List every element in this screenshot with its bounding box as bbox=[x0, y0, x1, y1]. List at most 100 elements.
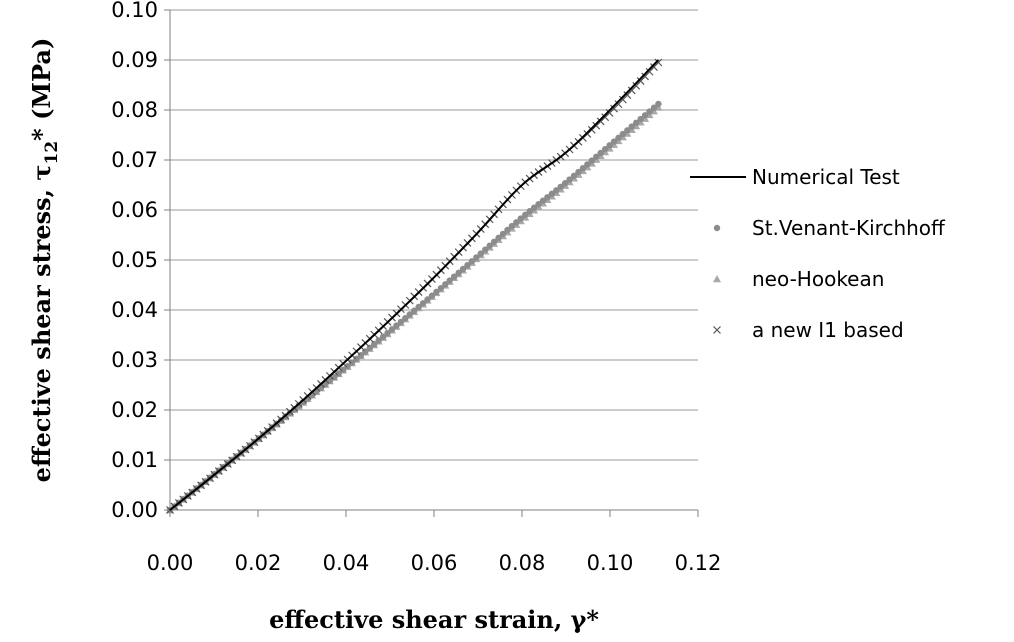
y-tick-label: 0.04 bbox=[111, 298, 158, 322]
series-marker bbox=[495, 234, 502, 242]
series-marker bbox=[433, 288, 440, 296]
series-line bbox=[169, 59, 660, 511]
series-marker bbox=[473, 254, 480, 261]
legend-label: neo-Hookean bbox=[752, 267, 884, 291]
x-tick-label: 0.06 bbox=[411, 551, 458, 575]
series-marker bbox=[544, 194, 551, 201]
series-marker bbox=[490, 238, 498, 245]
tick-labels: 0.00 0.01 0.02 0.03 0.04 0.05 0.06 0.07 0.08 0.09… bbox=[111, 0, 721, 575]
x-tick-label: 0.12 bbox=[675, 551, 722, 575]
series-marker bbox=[654, 58, 663, 67]
legend-item-a-new-i1-based: a new I1 based bbox=[713, 318, 904, 342]
series-marker bbox=[388, 326, 396, 333]
series-marker bbox=[406, 311, 413, 318]
legend-item-neo-hookean: neo-Hookean bbox=[713, 267, 884, 291]
y-axis-label-subscript: 12 bbox=[42, 141, 62, 165]
series-marker bbox=[397, 318, 405, 326]
series-marker bbox=[539, 197, 547, 204]
series-marker bbox=[344, 362, 351, 370]
legend-marker-swatch bbox=[713, 275, 721, 283]
series-marker bbox=[597, 149, 604, 157]
series-marker bbox=[477, 250, 484, 257]
series-marker bbox=[619, 130, 627, 138]
series-marker bbox=[561, 179, 569, 187]
series-marker bbox=[624, 127, 631, 134]
legend-item-numerical-test: Numerical Test bbox=[690, 165, 900, 189]
legend-marker-swatch-stroke bbox=[713, 326, 721, 334]
series-marker bbox=[482, 246, 489, 253]
series-marker bbox=[486, 242, 493, 249]
series-marker bbox=[339, 366, 347, 374]
series-marker bbox=[570, 172, 578, 179]
y-tick-label: 0.02 bbox=[111, 398, 158, 422]
series-marker bbox=[348, 359, 356, 366]
series-marker bbox=[584, 161, 591, 168]
series-marker bbox=[375, 337, 382, 344]
y-tick-label: 0.01 bbox=[111, 448, 158, 472]
x-tick-label: 0.02 bbox=[235, 551, 282, 575]
series-marker bbox=[535, 201, 542, 208]
series-marker bbox=[522, 211, 529, 219]
series-marker bbox=[393, 322, 400, 329]
x-tick-label: 0.08 bbox=[499, 551, 546, 575]
series-marker bbox=[557, 183, 564, 190]
y-tick-label: 0.00 bbox=[111, 498, 158, 522]
series-st-venant-kirchhoff bbox=[166, 100, 662, 514]
series-marker bbox=[575, 168, 582, 176]
series-layer bbox=[166, 58, 663, 514]
y-tick-label: 0.10 bbox=[111, 0, 158, 22]
x-tick-label: 0.10 bbox=[587, 551, 634, 575]
series-marker bbox=[579, 165, 587, 172]
series-marker bbox=[428, 292, 436, 299]
y-axis-label: effective shear stress, τ12* (MPa) bbox=[27, 38, 62, 483]
series-marker bbox=[499, 230, 507, 238]
series-marker bbox=[615, 134, 622, 142]
series-marker-stroke bbox=[654, 58, 663, 67]
series-marker bbox=[504, 226, 511, 234]
series-marker bbox=[424, 296, 431, 303]
series-marker bbox=[402, 314, 409, 322]
series-marker bbox=[384, 329, 391, 337]
series-marker bbox=[628, 123, 635, 130]
series-marker bbox=[442, 281, 449, 288]
y-tick-label: 0.06 bbox=[111, 198, 158, 222]
y-tick-label: 0.03 bbox=[111, 348, 158, 372]
series-marker bbox=[455, 269, 462, 277]
legend-label: a new I1 based bbox=[752, 318, 904, 342]
series-marker bbox=[553, 187, 560, 194]
series-marker bbox=[437, 284, 445, 292]
x-tick-label: 0.04 bbox=[323, 551, 370, 575]
series-marker bbox=[371, 340, 378, 348]
series-marker bbox=[468, 258, 476, 265]
series-marker bbox=[508, 222, 516, 230]
series-marker bbox=[419, 300, 427, 307]
axes-layer bbox=[164, 9, 699, 517]
legend-label: Numerical Test bbox=[752, 165, 900, 189]
y-axis-label-tail: * (MPa) bbox=[27, 38, 56, 141]
legend-label: St.Venant-Kirchhoff bbox=[752, 216, 946, 240]
series-marker bbox=[593, 153, 600, 160]
series-marker bbox=[415, 303, 422, 311]
legend-marker-swatch bbox=[713, 326, 721, 334]
series-marker bbox=[641, 112, 649, 119]
series-marker bbox=[588, 157, 595, 164]
series-marker bbox=[513, 219, 520, 226]
y-axis-label-main: effective shear stress, τ bbox=[27, 165, 56, 483]
series-marker bbox=[548, 190, 556, 198]
series-marker bbox=[411, 307, 418, 314]
series-marker bbox=[610, 138, 618, 145]
legend-marker-swatch bbox=[713, 224, 721, 232]
series-marker bbox=[606, 142, 613, 149]
y-tick-label: 0.09 bbox=[111, 48, 158, 72]
series-marker bbox=[517, 215, 524, 222]
series-marker bbox=[650, 104, 658, 111]
series-marker bbox=[526, 208, 533, 215]
grid-layer bbox=[170, 9, 698, 461]
x-tick-label: 0.00 bbox=[147, 551, 194, 575]
series-marker bbox=[450, 273, 458, 280]
series-marker bbox=[633, 119, 640, 126]
series-marker bbox=[601, 145, 609, 153]
series-marker bbox=[379, 333, 387, 340]
x-axis-label: effective shear strain, γ* bbox=[269, 605, 599, 634]
series-marker bbox=[646, 108, 653, 115]
